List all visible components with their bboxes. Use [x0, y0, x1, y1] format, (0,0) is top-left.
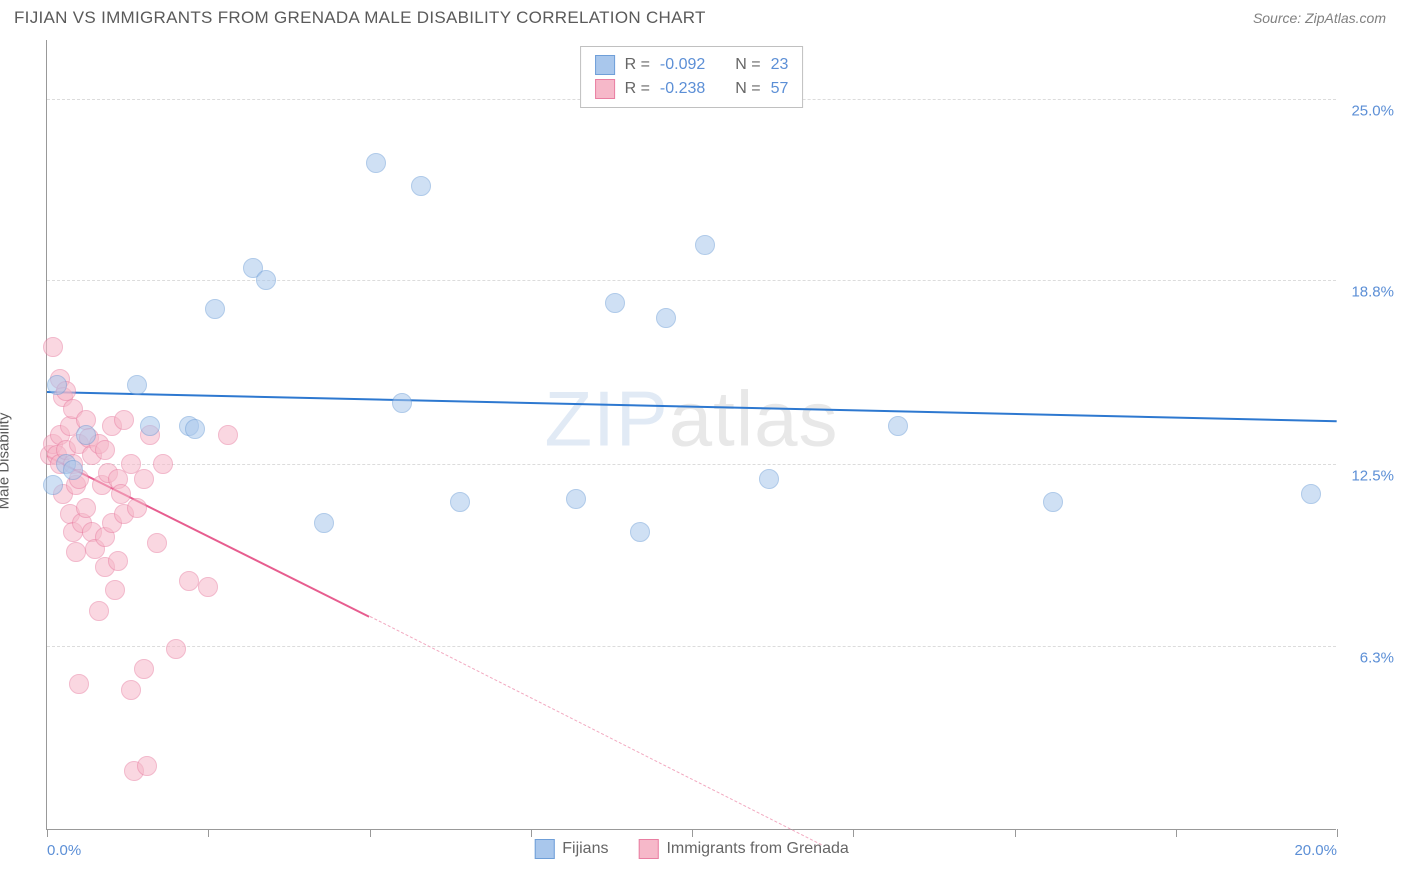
scatter-point [43, 337, 63, 357]
x-tick [853, 829, 854, 837]
scatter-point [450, 492, 470, 512]
scatter-point [179, 571, 199, 591]
scatter-point [256, 270, 276, 290]
chart-container: Male Disability ZIPatlas 6.3%12.5%18.8%2… [14, 40, 1392, 882]
legend-series-name: Immigrants from Grenada [666, 840, 848, 858]
scatter-point [69, 674, 89, 694]
scatter-point [108, 551, 128, 571]
legend-r-label: R = [625, 77, 650, 101]
scatter-point [95, 440, 115, 460]
scatter-point [127, 375, 147, 395]
chart-title: FIJIAN VS IMMIGRANTS FROM GRENADA MALE D… [14, 8, 706, 28]
x-tick [1015, 829, 1016, 837]
scatter-point [888, 416, 908, 436]
legend-swatch [534, 839, 554, 859]
y-tick-label: 12.5% [1351, 468, 1394, 485]
x-tick [370, 829, 371, 837]
y-tick-label: 18.8% [1351, 283, 1394, 300]
scatter-point [140, 416, 160, 436]
scatter-point [656, 308, 676, 328]
scatter-point [76, 425, 96, 445]
legend-r-value: -0.092 [660, 53, 705, 77]
grid-line [47, 280, 1336, 281]
scatter-point [43, 475, 63, 495]
scatter-point [218, 425, 238, 445]
legend-item: Fijians [534, 839, 608, 859]
legend-n-label: N = [735, 77, 760, 101]
legend-n-value: 57 [771, 77, 789, 101]
scatter-point [1043, 492, 1063, 512]
scatter-point [127, 498, 147, 518]
legend-series: Fijians Immigrants from Grenada [534, 839, 849, 859]
scatter-point [185, 419, 205, 439]
scatter-point [89, 601, 109, 621]
legend-r-value: -0.238 [660, 77, 705, 101]
source-attribution: Source: ZipAtlas.com [1253, 10, 1386, 26]
scatter-point [121, 680, 141, 700]
x-tick [208, 829, 209, 837]
scatter-point [147, 533, 167, 553]
legend-stats-row: R = -0.238 N = 57 [595, 77, 789, 101]
x-tick [531, 829, 532, 837]
scatter-point [66, 542, 86, 562]
scatter-point [76, 498, 96, 518]
scatter-point [411, 176, 431, 196]
legend-n-value: 23 [771, 53, 789, 77]
scatter-point [134, 659, 154, 679]
scatter-point [105, 580, 125, 600]
x-tick-label: 20.0% [1294, 842, 1337, 859]
scatter-point [166, 639, 186, 659]
x-tick [1337, 829, 1338, 837]
scatter-point [605, 293, 625, 313]
scatter-point [137, 756, 157, 776]
legend-swatch [595, 55, 615, 75]
legend-stats: R = -0.092 N = 23 R = -0.238 N = 57 [580, 46, 804, 108]
scatter-point [63, 460, 83, 480]
scatter-point [114, 410, 134, 430]
plot-area: ZIPatlas 6.3%12.5%18.8%25.0%0.0%20.0%R =… [46, 40, 1336, 830]
y-tick-label: 6.3% [1360, 649, 1394, 666]
scatter-point [314, 513, 334, 533]
y-axis-label: Male Disability [0, 413, 13, 510]
scatter-point [134, 469, 154, 489]
legend-series-name: Fijians [562, 840, 608, 858]
scatter-point [759, 469, 779, 489]
scatter-point [111, 484, 131, 504]
legend-n-label: N = [735, 53, 760, 77]
trend-line [369, 616, 821, 845]
scatter-point [1301, 484, 1321, 504]
grid-line [47, 646, 1336, 647]
watermark-thin: atlas [669, 374, 839, 462]
scatter-point [205, 299, 225, 319]
legend-swatch [638, 839, 658, 859]
legend-swatch [595, 79, 615, 99]
scatter-point [198, 577, 218, 597]
scatter-point [695, 235, 715, 255]
trend-line [47, 391, 1337, 422]
scatter-point [47, 375, 67, 395]
watermark-bold: ZIP [544, 374, 668, 462]
scatter-point [153, 454, 173, 474]
x-tick [692, 829, 693, 837]
x-tick [47, 829, 48, 837]
scatter-point [392, 393, 412, 413]
grid-line [47, 464, 1336, 465]
legend-r-label: R = [625, 53, 650, 77]
scatter-point [566, 489, 586, 509]
legend-stats-row: R = -0.092 N = 23 [595, 53, 789, 77]
scatter-point [630, 522, 650, 542]
x-tick [1176, 829, 1177, 837]
watermark: ZIPatlas [544, 373, 838, 464]
legend-item: Immigrants from Grenada [638, 839, 848, 859]
scatter-point [366, 153, 386, 173]
x-tick-label: 0.0% [47, 842, 81, 859]
y-tick-label: 25.0% [1351, 102, 1394, 119]
